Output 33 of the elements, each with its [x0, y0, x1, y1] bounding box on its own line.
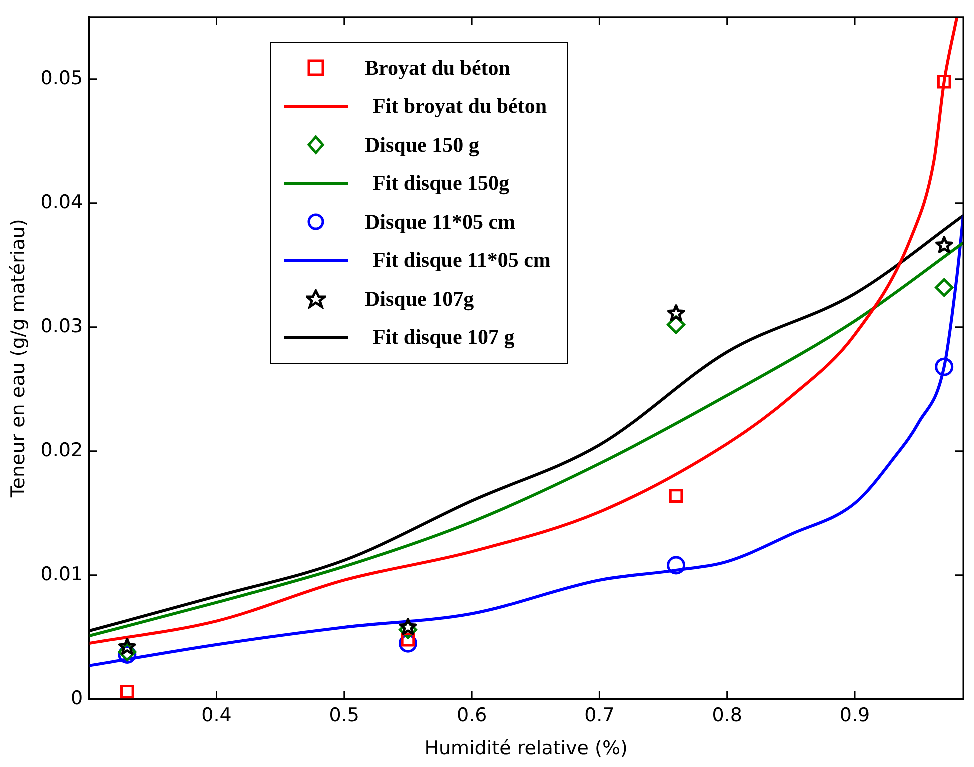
x-tick-label: 0.7 — [584, 704, 615, 727]
legend-label: Fit broyat du béton — [373, 94, 548, 120]
y-tick-label: 0.05 — [40, 67, 84, 90]
line-series — [89, 17, 959, 646]
legend-label: Disque 11*05 cm — [365, 210, 516, 235]
x-tick-label: 0.9 — [840, 704, 870, 727]
point — [399, 618, 418, 636]
y-tick-label: 0.02 — [40, 439, 84, 462]
x-tick-label: 0.4 — [202, 704, 232, 727]
point — [935, 236, 954, 254]
y-tick-label: 0.04 — [40, 191, 84, 214]
x-axis-title: Humidité relative (%) — [424, 738, 628, 760]
y-axis-title: Teneur en eau (g/g matériau) — [7, 219, 30, 499]
point — [935, 278, 954, 297]
point — [937, 74, 952, 89]
legend-label: Broyat du béton — [365, 56, 510, 81]
point — [118, 638, 136, 656]
x-tick-label: 0.5 — [329, 704, 360, 727]
point — [667, 556, 686, 575]
point — [667, 304, 686, 322]
y-tick-label: 0.03 — [40, 315, 84, 338]
point — [669, 489, 684, 503]
y-tick-label: 0 — [71, 687, 84, 710]
legend-label: Fit disque 150g — [373, 171, 510, 196]
legend-label: Disque 107g — [365, 286, 474, 312]
legend-label: Fit disque 11*05 cm — [373, 248, 551, 274]
legend-label: Fit disque 107 g — [373, 325, 515, 350]
point — [120, 685, 134, 699]
x-tick-label: 0.8 — [712, 704, 742, 727]
x-tick-label: 0.6 — [456, 704, 488, 727]
point — [935, 358, 954, 376]
y-tick-label: 0.01 — [40, 563, 84, 586]
legend-label: Disque 150 g — [365, 132, 480, 158]
